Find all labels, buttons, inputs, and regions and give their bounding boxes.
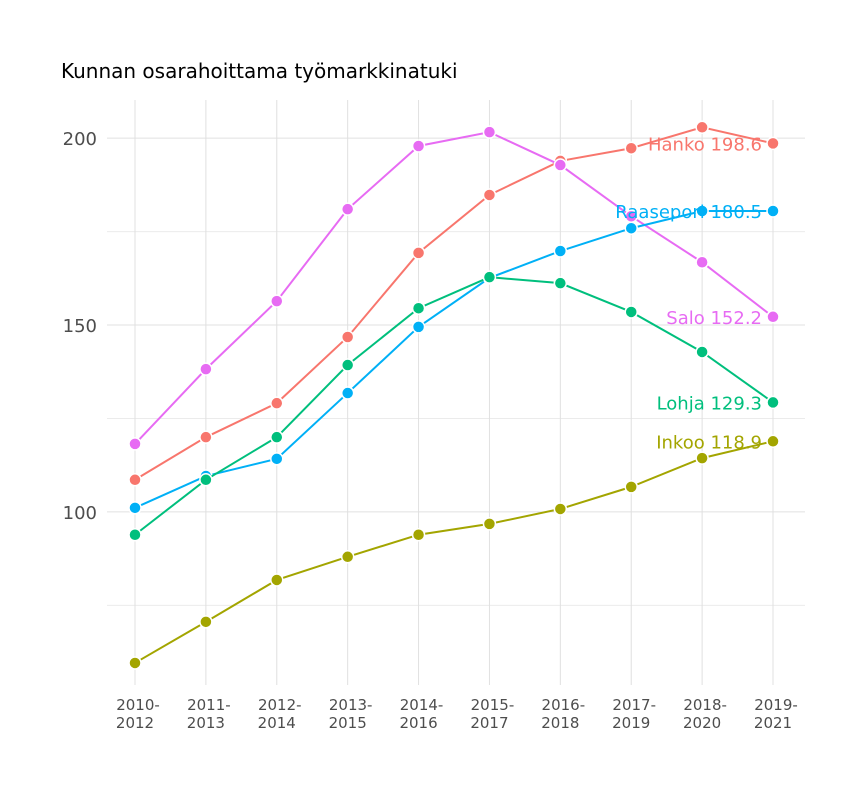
- data-point: [482, 270, 497, 284]
- x-tick-label: 2013: [187, 714, 225, 732]
- series-line: [134, 276, 774, 536]
- data-point: [766, 434, 780, 449]
- data-point: [128, 437, 142, 451]
- x-tick-label: 2016: [399, 714, 437, 732]
- x-tick-label: 2019-: [754, 696, 798, 714]
- x-tick-label: 2015: [329, 714, 367, 732]
- data-point: [624, 480, 638, 494]
- data-point: [270, 430, 284, 444]
- data-point: [695, 345, 709, 359]
- x-tick-label: 2019: [612, 714, 650, 732]
- data-point: [553, 502, 568, 516]
- series-end-label: Salo 152.2: [666, 308, 762, 329]
- axes: 100 150 200 2010-2012 2011-2013 2012-2014 2013…: [63, 129, 798, 732]
- data-point: [199, 615, 213, 629]
- series-line: [134, 131, 774, 445]
- data-point: [340, 358, 355, 372]
- x-tick-label: 2011-: [187, 696, 231, 714]
- x-tick-label: 2013-: [329, 696, 373, 714]
- data-point: [128, 527, 142, 542]
- data-point: [553, 244, 568, 258]
- data-point: [553, 158, 568, 172]
- data-point: [695, 255, 709, 269]
- series-labels: Hanko 198.6 Salo 152.2 Raasepori 180.5 Lohj…: [615, 134, 762, 453]
- data-point: [695, 120, 709, 135]
- x-tick-label: 2012-: [258, 696, 302, 714]
- series-lohja: [128, 270, 780, 542]
- data-point: [128, 501, 142, 515]
- data-point: [411, 246, 426, 260]
- data-point: [199, 362, 213, 376]
- x-tick-label: 2014: [258, 714, 296, 732]
- data-point: [766, 310, 780, 324]
- data-point: [624, 305, 638, 319]
- data-point: [695, 451, 709, 465]
- data-point: [128, 473, 142, 487]
- y-tick-label: 200: [63, 129, 97, 150]
- series-end-label: Lohja 129.3: [657, 393, 762, 414]
- y-tick-label: 150: [63, 316, 97, 337]
- data-point: [411, 320, 426, 334]
- series-end-label: Inkoo 118.9: [656, 432, 762, 453]
- x-tick-label: 2018: [541, 714, 579, 732]
- series-end-label: Raasepori 180.5: [615, 202, 762, 223]
- data-point: [766, 395, 780, 410]
- data-point: [482, 125, 497, 139]
- series-line: [134, 210, 773, 509]
- x-tick-label: 2020: [683, 714, 721, 732]
- x-tick-label: 2012: [116, 714, 154, 732]
- data-point: [340, 330, 355, 344]
- data-point: [340, 202, 355, 216]
- data-point: [553, 276, 568, 290]
- data-point: [624, 141, 638, 155]
- data-point: [411, 139, 426, 153]
- data-point: [340, 386, 355, 400]
- series-salo: [128, 125, 780, 451]
- data-point: [482, 517, 497, 531]
- series-line: [134, 440, 774, 664]
- x-tick-label: 2017-: [612, 696, 656, 714]
- data-point: [766, 204, 780, 218]
- data-point: [411, 301, 426, 315]
- series-lines: [128, 120, 780, 670]
- data-point: [270, 573, 284, 587]
- x-tick-label: 2021: [754, 714, 792, 732]
- chart-title: Kunnan osarahoittama työmarkkinatuki: [61, 59, 458, 83]
- x-tick-label: 2016-: [542, 696, 586, 714]
- data-point: [270, 294, 284, 308]
- x-tick-label: 2018-: [683, 696, 727, 714]
- series-end-label: Hanko 198.6: [648, 134, 762, 155]
- data-point: [340, 550, 355, 564]
- x-tick-label: 2014-: [400, 696, 444, 714]
- data-point: [411, 527, 426, 542]
- data-point: [199, 473, 213, 487]
- series-line: [134, 126, 774, 481]
- data-point: [270, 452, 284, 466]
- data-point: [766, 136, 780, 151]
- x-tick-label: 2015-: [471, 696, 515, 714]
- series-inkoo: [128, 434, 780, 670]
- data-point: [270, 396, 284, 410]
- data-point: [128, 656, 142, 670]
- data-point: [624, 221, 638, 235]
- data-point: [199, 430, 213, 444]
- data-point: [482, 188, 497, 202]
- y-tick-label: 100: [63, 503, 97, 524]
- x-tick-label: 2017: [470, 714, 508, 732]
- data-point: [695, 204, 709, 218]
- x-tick-label: 2010-: [116, 696, 160, 714]
